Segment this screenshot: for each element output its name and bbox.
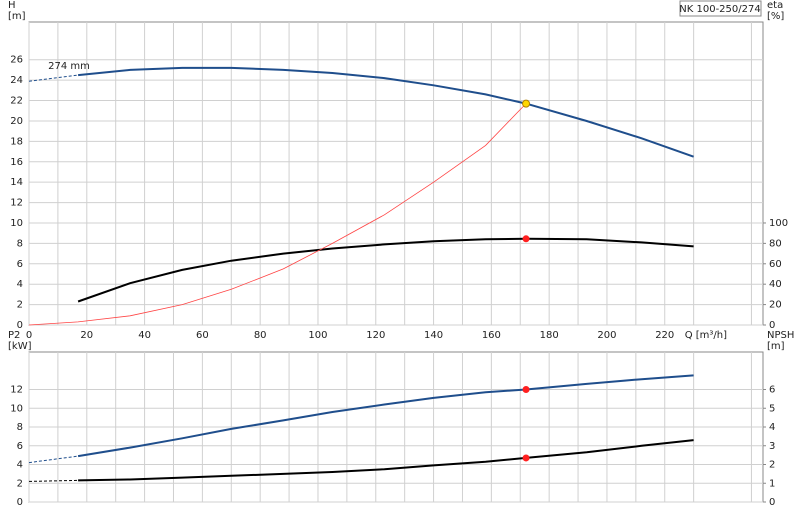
y-axis-title: H	[8, 0, 16, 11]
series-line	[77, 374, 694, 458]
series-line	[77, 237, 694, 303]
y2-tick-label: 2	[769, 460, 775, 471]
x-tick-label: 120	[366, 330, 385, 341]
operating-point	[522, 386, 530, 393]
series-line	[28, 479, 79, 482]
y2-axis-unit: [m]	[767, 341, 785, 352]
x-tick-label: 20	[80, 330, 93, 341]
series-line	[28, 455, 79, 464]
y2-axis-title: NPSH	[767, 330, 794, 341]
operating-point	[522, 99, 531, 108]
x-tick-label: 220	[655, 330, 674, 341]
annotation: 274 mm	[48, 61, 90, 72]
y-axis-title: P2	[8, 330, 20, 341]
x-axis-title: Q [m³/h]	[685, 330, 727, 341]
y2-tick-label: 1	[769, 478, 775, 489]
title-box	[679, 0, 762, 17]
y-axis-unit: [kW]	[8, 341, 32, 352]
y-tick-label: 4	[17, 279, 23, 290]
y-tick-label: 18	[10, 136, 23, 147]
y2-axis-title: eta	[767, 0, 783, 11]
x-tick-label: 200	[597, 330, 616, 341]
y2-tick-label: 60	[769, 259, 782, 270]
x-tick-label: 0	[26, 330, 32, 341]
y2-tick-label: 0	[769, 320, 775, 331]
y-tick-label: 0	[17, 320, 23, 331]
x-tick-label: 40	[138, 330, 151, 341]
y-tick-label: 24	[10, 75, 23, 86]
y-tick-label: 8	[17, 238, 23, 249]
chart-title: NK 100-250/274	[679, 4, 760, 15]
y-tick-label: 12	[10, 198, 23, 209]
series-line	[28, 74, 79, 82]
plot-area	[28, 21, 764, 326]
x-tick-label: 140	[424, 330, 443, 341]
y2-tick-label: 0	[769, 497, 775, 508]
operating-point	[522, 235, 530, 243]
y-tick-label: 4	[17, 460, 23, 471]
y-tick-label: 16	[10, 157, 23, 168]
series-line	[28, 103, 527, 326]
y-tick-label: 10	[10, 218, 23, 229]
y-tick-label: 20	[10, 116, 23, 127]
y-tick-label: 14	[10, 177, 23, 188]
x-tick-label: 60	[196, 330, 209, 341]
y-tick-label: 0	[17, 497, 23, 508]
y2-axis-unit: [%]	[767, 11, 784, 22]
y2-tick-label: 5	[769, 403, 775, 414]
y-tick-label: 8	[17, 422, 23, 433]
y2-tick-label: 100	[769, 218, 788, 229]
y2-tick-label: 4	[769, 422, 775, 433]
y-tick-label: 12	[10, 385, 23, 396]
x-tick-label: 80	[254, 330, 267, 341]
operating-point	[522, 454, 530, 462]
y2-tick-label: 20	[769, 300, 782, 311]
y-tick-label: 26	[10, 55, 23, 66]
y-tick-label: 2	[17, 300, 23, 311]
y2-tick-label: 3	[769, 441, 775, 452]
x-tick-label: 160	[482, 330, 501, 341]
y-axis-unit: [m]	[8, 11, 26, 22]
y-tick-label: 22	[10, 96, 23, 107]
y-tick-label: 6	[17, 259, 23, 270]
y2-tick-label: 6	[769, 385, 775, 396]
x-tick-label: 180	[540, 330, 559, 341]
y-tick-label: 2	[17, 478, 23, 489]
series-line	[78, 439, 694, 482]
x-tick-label: 100	[308, 330, 327, 341]
y2-tick-label: 40	[769, 279, 782, 290]
y-tick-label: 10	[10, 403, 23, 414]
series-line	[78, 66, 694, 158]
y-tick-label: 6	[17, 441, 23, 452]
y2-tick-label: 80	[769, 238, 782, 249]
